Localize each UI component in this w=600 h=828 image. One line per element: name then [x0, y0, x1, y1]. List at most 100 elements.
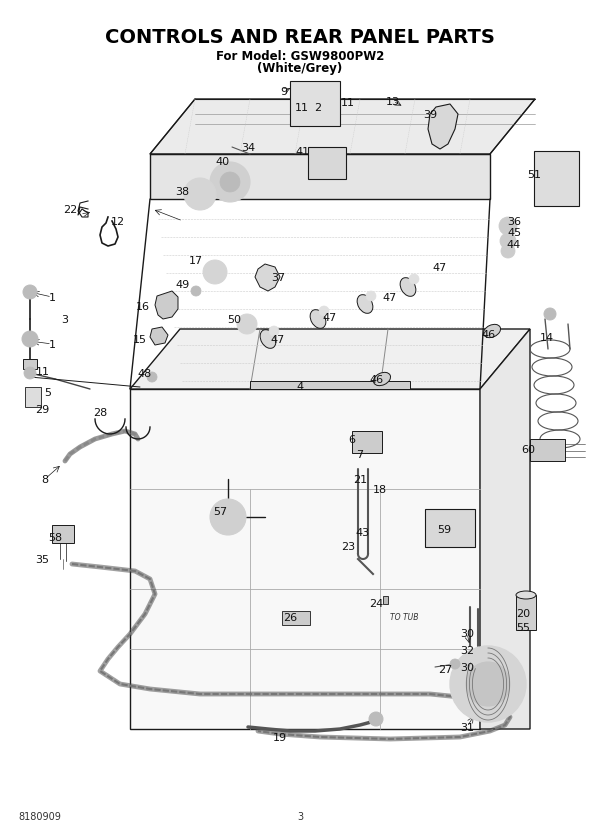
- Text: 29: 29: [35, 405, 49, 415]
- Circle shape: [220, 173, 240, 193]
- Bar: [425, 509, 475, 547]
- Polygon shape: [150, 328, 168, 345]
- Circle shape: [210, 499, 246, 536]
- Ellipse shape: [400, 278, 416, 297]
- Bar: [23, 359, 37, 369]
- Text: 3: 3: [62, 315, 68, 325]
- Circle shape: [366, 291, 376, 301]
- Polygon shape: [150, 155, 490, 200]
- Text: 46: 46: [481, 330, 495, 339]
- Circle shape: [409, 275, 419, 285]
- Circle shape: [269, 326, 279, 337]
- Ellipse shape: [373, 373, 391, 386]
- Text: 16: 16: [136, 301, 150, 311]
- Text: 35: 35: [35, 554, 49, 565]
- Text: 8180909: 8180909: [18, 811, 61, 821]
- Text: 13: 13: [386, 97, 400, 107]
- Text: 1: 1: [49, 339, 56, 349]
- Text: 44: 44: [507, 240, 521, 250]
- Text: 39: 39: [423, 110, 437, 120]
- Polygon shape: [255, 265, 280, 291]
- Ellipse shape: [310, 310, 326, 329]
- Text: 36: 36: [507, 217, 521, 227]
- Circle shape: [500, 233, 516, 250]
- Text: 27: 27: [438, 664, 452, 674]
- Text: 17: 17: [189, 256, 203, 266]
- Text: 26: 26: [283, 612, 297, 623]
- Polygon shape: [480, 330, 530, 729]
- Text: 5: 5: [44, 388, 52, 397]
- Polygon shape: [155, 291, 178, 320]
- Circle shape: [319, 306, 329, 316]
- Ellipse shape: [260, 330, 276, 349]
- Circle shape: [147, 373, 157, 383]
- Circle shape: [203, 261, 227, 285]
- Circle shape: [501, 245, 515, 258]
- Text: 30: 30: [460, 662, 474, 672]
- Text: 28: 28: [93, 407, 107, 417]
- Circle shape: [544, 309, 556, 320]
- Bar: [530, 440, 565, 461]
- Circle shape: [499, 218, 517, 236]
- Ellipse shape: [516, 591, 536, 599]
- Text: 50: 50: [227, 315, 241, 325]
- Ellipse shape: [357, 296, 373, 314]
- Bar: [516, 595, 536, 630]
- Bar: [352, 431, 382, 454]
- Text: 43: 43: [355, 527, 369, 537]
- Text: 58: 58: [48, 532, 62, 542]
- Polygon shape: [130, 389, 480, 729]
- Text: 60: 60: [521, 445, 535, 455]
- Text: CONTROLS AND REAR PANEL PARTS: CONTROLS AND REAR PANEL PARTS: [105, 28, 495, 47]
- Text: 22: 22: [63, 205, 77, 214]
- Text: 59: 59: [437, 524, 451, 534]
- Circle shape: [450, 646, 526, 722]
- Text: 12: 12: [111, 217, 125, 227]
- Text: 11: 11: [341, 98, 355, 108]
- Bar: [250, 382, 410, 389]
- Text: 19: 19: [273, 732, 287, 742]
- Text: 47: 47: [323, 313, 337, 323]
- Text: 46: 46: [369, 374, 383, 384]
- Text: 11: 11: [36, 367, 50, 377]
- Bar: [282, 611, 310, 625]
- Text: 55: 55: [516, 623, 530, 633]
- Circle shape: [24, 368, 36, 379]
- Circle shape: [237, 315, 257, 335]
- Circle shape: [184, 179, 216, 211]
- Circle shape: [191, 286, 201, 296]
- Bar: [308, 148, 346, 180]
- Text: 20: 20: [516, 609, 530, 619]
- Text: 14: 14: [540, 333, 554, 343]
- Text: 2: 2: [314, 103, 322, 113]
- Polygon shape: [150, 100, 535, 155]
- Text: 3: 3: [297, 811, 303, 821]
- Circle shape: [369, 712, 383, 726]
- Text: 40: 40: [215, 156, 229, 166]
- Text: 7: 7: [356, 450, 364, 460]
- Text: 41: 41: [295, 147, 309, 156]
- Circle shape: [450, 659, 460, 669]
- Text: 51: 51: [527, 170, 541, 180]
- Text: 37: 37: [271, 272, 285, 282]
- Text: 23: 23: [341, 542, 355, 551]
- Text: 24: 24: [369, 599, 383, 609]
- Circle shape: [22, 331, 38, 348]
- Text: 47: 47: [271, 335, 285, 344]
- Text: 38: 38: [175, 187, 189, 197]
- Text: For Model: GSW9800PW2: For Model: GSW9800PW2: [216, 50, 384, 63]
- Text: 18: 18: [373, 484, 387, 494]
- Ellipse shape: [484, 325, 500, 338]
- Text: TO TUB: TO TUB: [390, 612, 419, 621]
- Bar: [290, 82, 340, 127]
- Text: 47: 47: [433, 262, 447, 272]
- Text: 30: 30: [460, 628, 474, 638]
- Text: 34: 34: [241, 142, 255, 153]
- Bar: [25, 388, 41, 407]
- Text: 6: 6: [349, 435, 356, 445]
- Text: 57: 57: [213, 507, 227, 517]
- Bar: [534, 152, 579, 207]
- Bar: [383, 596, 388, 604]
- Text: 32: 32: [460, 645, 474, 655]
- Text: 1: 1: [49, 292, 56, 303]
